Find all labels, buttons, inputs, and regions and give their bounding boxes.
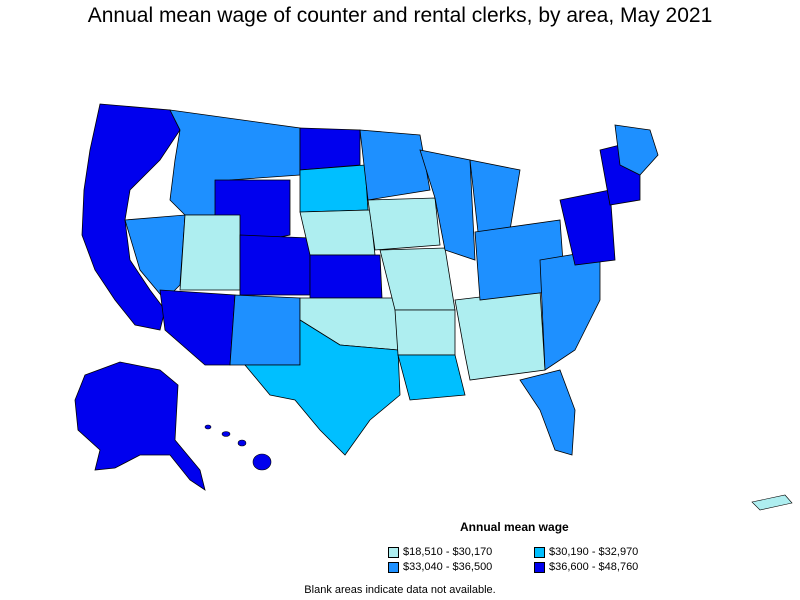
region-puerto-rico: [751, 494, 793, 511]
legend-title: Annual mean wage: [460, 520, 569, 534]
region-southeast: [539, 249, 601, 371]
region-new-mexico: [229, 294, 301, 366]
region-florida: [519, 369, 576, 456]
legend-label-4: $36,600 - $48,760: [549, 561, 639, 573]
region-kansas: [309, 254, 383, 299]
region-north-dakota: [299, 127, 361, 171]
region-south-dakota: [299, 164, 369, 213]
region-deep-south: [454, 289, 546, 381]
region-nebraska: [299, 209, 376, 256]
legend-item-4: $36,600 - $48,760: [534, 561, 638, 573]
region-alaska: [74, 361, 206, 491]
legend-label-3: $33,040 - $36,500: [403, 561, 493, 573]
region-louisiana: [397, 354, 466, 401]
region-colorado: [239, 234, 311, 296]
region-arkansas: [394, 309, 456, 356]
region-michigan: [469, 159, 521, 233]
legend-item-2: $30,190 - $32,970: [534, 546, 638, 558]
region-iowa: [367, 197, 441, 251]
region-arizona: [159, 289, 236, 366]
legend-swatch-1: [388, 546, 399, 558]
legend-swatch-2: [534, 546, 545, 558]
region-maine: [614, 124, 659, 176]
legend-item-1: $18,510 - $30,170: [388, 546, 492, 558]
legend-swatch-3: [388, 561, 399, 573]
legend-label-2: $30,190 - $32,970: [549, 546, 639, 558]
region-wisconsin-illinois: [419, 149, 476, 261]
region-utah: [179, 214, 241, 291]
legend-item-3: $33,040 - $36,500: [388, 561, 492, 573]
footnote: Blank areas indicate data not available.: [304, 584, 496, 596]
legend-swatch-4: [534, 561, 545, 573]
region-texas: [244, 319, 401, 456]
region-mid-atlantic: [559, 189, 616, 266]
region-minnesota: [359, 129, 431, 201]
map-title: Annual mean wage of counter and rental c…: [87, 4, 713, 27]
legend-label-1: $18,510 - $30,170: [403, 546, 493, 558]
region-hawaii: [204, 424, 272, 471]
